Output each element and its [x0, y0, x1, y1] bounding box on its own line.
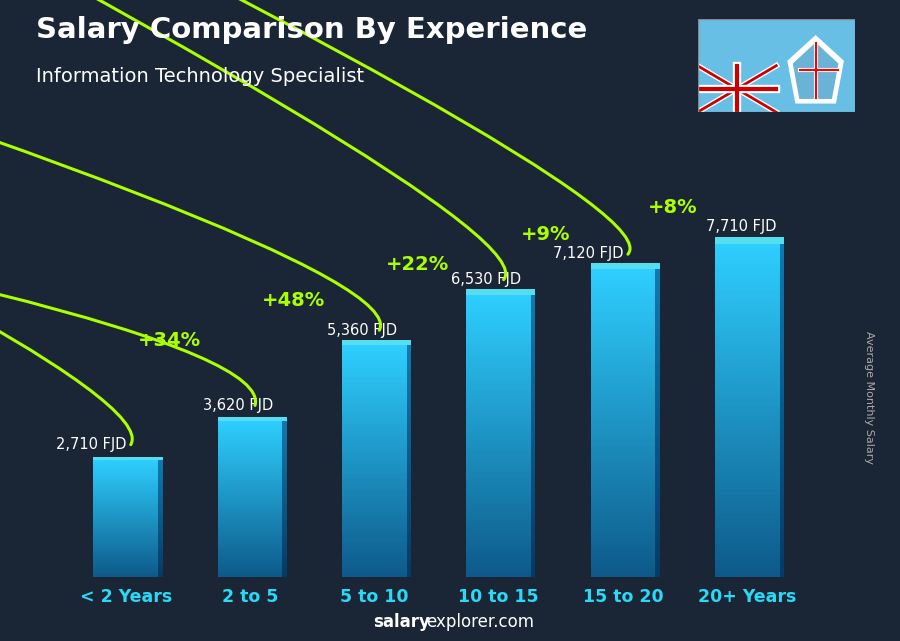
Text: +22%: +22%: [386, 255, 449, 274]
Text: 6,530 FJD: 6,530 FJD: [451, 272, 521, 287]
Text: salary: salary: [374, 613, 430, 631]
Text: +34%: +34%: [138, 331, 201, 350]
Text: +8%: +8%: [648, 198, 698, 217]
Text: +48%: +48%: [262, 291, 325, 310]
Text: 3,620 FJD: 3,620 FJD: [202, 398, 273, 413]
Polygon shape: [794, 44, 838, 98]
Text: 7,120 FJD: 7,120 FJD: [553, 246, 624, 261]
Text: 7,710 FJD: 7,710 FJD: [706, 219, 776, 235]
Text: Average Monthly Salary: Average Monthly Salary: [863, 331, 874, 464]
Text: 2,710 FJD: 2,710 FJD: [56, 437, 126, 452]
Text: 5,360 FJD: 5,360 FJD: [327, 322, 397, 338]
Text: Salary Comparison By Experience: Salary Comparison By Experience: [36, 16, 587, 44]
Text: Information Technology Specialist: Information Technology Specialist: [36, 67, 365, 87]
Text: explorer.com: explorer.com: [426, 613, 534, 631]
Polygon shape: [788, 36, 843, 103]
Text: +9%: +9%: [521, 225, 571, 244]
